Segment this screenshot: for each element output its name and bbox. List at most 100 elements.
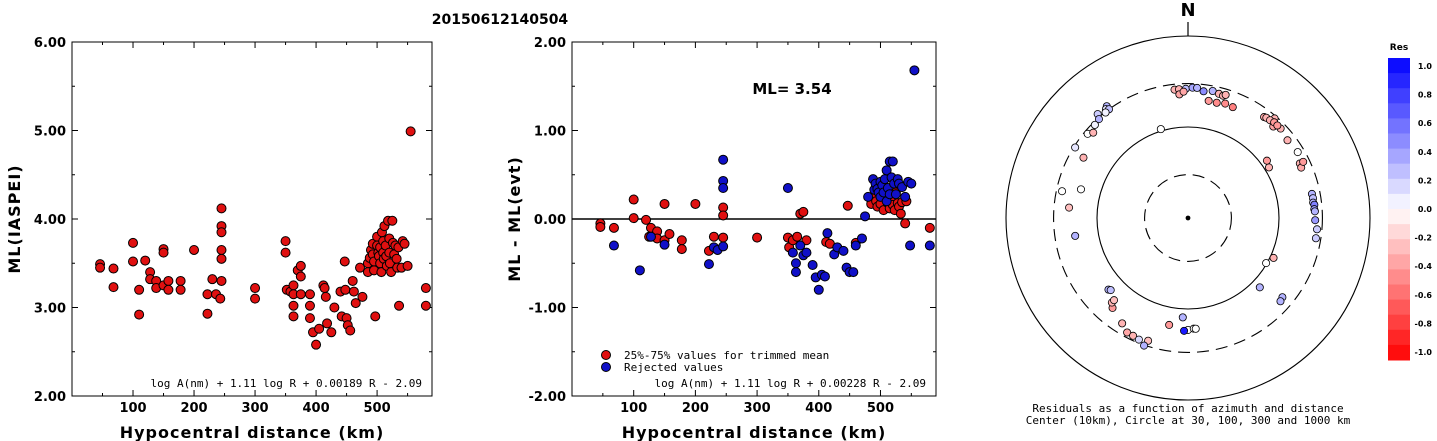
station-residual-marker (1311, 234, 1320, 243)
ml-data-point (350, 298, 361, 309)
used-residual-point (676, 235, 687, 246)
used-residual-point (842, 200, 853, 211)
station-residual-marker (1310, 207, 1319, 216)
x-tick-label: 400 (805, 401, 832, 416)
colorbar-swatch (1388, 284, 1410, 301)
station-residual-marker (1079, 153, 1088, 162)
station-residual-marker (1118, 319, 1127, 328)
ml-data-point (326, 327, 337, 338)
ml-data-point (320, 291, 331, 302)
colorbar-label: 0.6 (1418, 119, 1433, 128)
x-tick-label: 500 (867, 401, 894, 416)
used-residual-point (676, 244, 687, 255)
ml-data-point (357, 291, 368, 302)
station-residual-marker (1191, 324, 1200, 333)
station-residual-marker (1129, 331, 1138, 340)
ml-data-point (370, 311, 381, 322)
colorbar-swatch (1388, 103, 1410, 119)
rejected-residual-point (634, 265, 645, 276)
rejected-residual-point (900, 191, 911, 202)
used-residual-point (718, 232, 729, 243)
ml-data-point (280, 236, 291, 247)
station-residual-marker (1293, 148, 1302, 157)
used-residual-point (798, 206, 809, 217)
colorbar-label: -1.0 (1415, 348, 1433, 357)
rejected-residual-point (787, 247, 798, 258)
station-residual-marker (1134, 335, 1143, 344)
station-residual-marker (1193, 83, 1202, 92)
station-residual-marker (1089, 128, 1098, 137)
distance-ring-100km (1096, 126, 1280, 310)
x-tick-label: 200 (180, 401, 207, 416)
rejected-residual-point (909, 65, 920, 76)
station-residual-marker (1076, 185, 1085, 194)
y-tick-label: 1.00 (534, 125, 566, 140)
ml-data-point (163, 284, 174, 295)
station-residual-marker (1094, 115, 1103, 124)
colorbar-swatch (1388, 178, 1410, 195)
figure-title: 20150612140504 (432, 12, 569, 28)
used-residual-point (900, 218, 911, 229)
station-residual-marker (1283, 136, 1292, 145)
used-residual-point (595, 221, 606, 232)
colorbar-swatch (1388, 163, 1410, 180)
rejected-residual-point (801, 247, 812, 258)
colorbar-label: -0.2 (1415, 234, 1433, 243)
station-residual-marker (1299, 157, 1308, 166)
y-axis-label: ML(IASPEI) (5, 164, 24, 273)
colorbar-label: -0.4 (1415, 262, 1433, 271)
ml-annotation: ML= 3.54 (752, 80, 831, 98)
rejected-residual-point (863, 191, 874, 202)
station-residual-marker (1204, 96, 1213, 105)
rejected-residual-point (718, 183, 729, 194)
north-label: N (1180, 0, 1195, 21)
colorbar-swatch (1388, 344, 1410, 361)
ml-data-point (420, 283, 431, 294)
y-tick-label: 6.00 (34, 36, 66, 51)
station-residual-marker (1255, 283, 1264, 292)
used-residual-point (628, 194, 639, 205)
colorbar-label: -0.8 (1415, 319, 1433, 328)
colorbar-label: 0.8 (1418, 91, 1433, 100)
colorbar-swatch (1388, 329, 1410, 346)
x-tick-label: 200 (682, 401, 709, 416)
station-residual-marker (1110, 296, 1119, 305)
rejected-residual-point (838, 245, 849, 256)
colorbar-label: 0.0 (1418, 205, 1433, 214)
rejected-residual-point (850, 240, 861, 251)
colorbar-label: 0.2 (1418, 176, 1432, 185)
station-residual-marker (1123, 328, 1132, 337)
colorbar-swatch (1388, 269, 1410, 285)
colorbar-title: Res (1390, 43, 1408, 53)
y-tick-label: -2.00 (529, 390, 566, 405)
colorbar-swatch (1388, 224, 1410, 240)
colorbar-label: 1.0 (1418, 62, 1433, 71)
ml-data-point (128, 237, 139, 248)
ml-data-point (340, 284, 351, 295)
ml-data-point (134, 284, 145, 295)
station-residual-marker (1221, 90, 1230, 99)
ml-data-point (250, 293, 261, 304)
y-tick-label: 5.00 (34, 125, 66, 140)
station-residual-marker (1221, 99, 1230, 108)
station-residual-marker (1313, 225, 1322, 234)
ml-data-point (288, 280, 299, 291)
station-residual-marker (1262, 259, 1271, 268)
colorbar-swatch (1388, 133, 1410, 150)
colorbar-label: 0.4 (1418, 148, 1433, 157)
station-residual-marker (1101, 108, 1110, 117)
ml-data-point (216, 275, 227, 286)
station-residual-marker (1156, 125, 1165, 134)
ml-vs-distance-panel: 100 200 300 400 500 2.00 3.00 4.00 5.00 6.00 Hypoc… (5, 36, 433, 441)
ml-data-point (402, 260, 413, 271)
plot-frame (71, 41, 433, 397)
station-residual-marker (1199, 87, 1208, 96)
ml-data-point (376, 267, 387, 278)
rejected-residual-point (848, 267, 859, 278)
used-residual-point (628, 213, 639, 224)
y-tick-label: 0.00 (534, 213, 566, 228)
station-residual-marker (1264, 163, 1273, 172)
ml-data-point (387, 215, 398, 226)
station-residual-marker (1140, 341, 1149, 350)
